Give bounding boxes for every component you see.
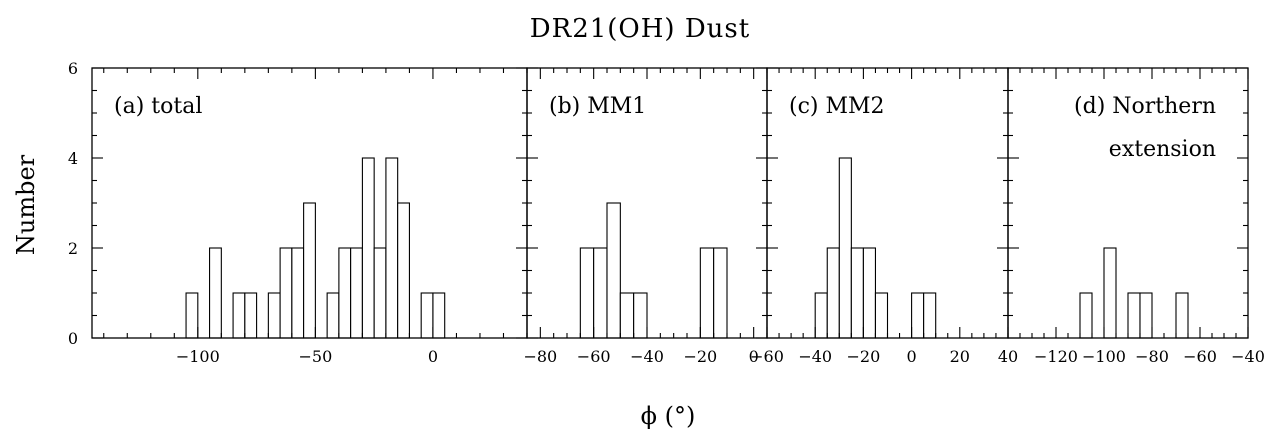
x-axis-label: ϕ (°) — [641, 402, 696, 430]
histogram-bar — [874, 292, 889, 339]
histogram-bar — [1079, 292, 1093, 339]
histogram-bar — [1127, 292, 1141, 339]
panels-group: −100 −50 0 (a) total −80 −60 −40 −20 0 (b) MM1 −60… — [68, 59, 1265, 366]
histogram-bar — [911, 292, 925, 339]
x-tick-label: −40 — [798, 347, 832, 366]
histogram-bar — [209, 247, 222, 339]
histogram-bar — [1139, 292, 1153, 339]
histogram-bar — [699, 247, 715, 339]
histogram-bar — [385, 157, 399, 339]
histogram-bar — [1175, 292, 1189, 339]
y-tick-label: 4 — [68, 149, 78, 168]
x-tick-label: 0 — [428, 347, 438, 366]
histogram-bar — [619, 292, 635, 339]
histogram-bar — [633, 292, 648, 339]
panel-label: (c) MM2 — [789, 94, 885, 119]
panel-label: (b) MM1 — [549, 94, 646, 119]
histogram-bar — [244, 292, 258, 339]
histogram-bar — [593, 247, 608, 339]
x-tick-label: −80 — [1135, 347, 1169, 366]
histogram-bar — [713, 247, 728, 339]
histogram-bar — [361, 157, 375, 339]
panel-d: −120 −100 −80 −60 −40 (d) Northern extension — [1007, 67, 1265, 366]
histogram-bar — [397, 202, 410, 339]
y-tick-label: 6 — [68, 59, 78, 78]
panel-a: −100 −50 0 (a) total — [91, 67, 528, 366]
panel-c: −60 −40 −20 0 20 40 (c) MM2 — [750, 67, 1018, 366]
x-tick-label: −40 — [630, 347, 664, 366]
histogram-bar — [838, 157, 852, 339]
histogram-bar — [267, 292, 281, 339]
panel-label-line: (d) Northern — [1074, 94, 1216, 119]
x-tick-label: 0 — [907, 347, 917, 366]
y-tick-label: 2 — [68, 239, 78, 258]
histogram-bar — [606, 202, 621, 339]
y-tick-label: 0 — [68, 329, 78, 348]
x-tick-label: −60 — [577, 347, 611, 366]
histogram-bar — [185, 292, 199, 339]
x-tick-label: −100 — [176, 347, 220, 366]
histogram-bar — [826, 247, 840, 339]
x-tick-label: −50 — [298, 347, 332, 366]
panel-b: −80 −60 −40 −20 0 (b) MM1 — [523, 67, 768, 366]
histogram-bar — [1103, 247, 1117, 339]
x-tick-label: −20 — [683, 347, 717, 366]
x-tick-label: −120 — [1034, 347, 1078, 366]
x-tick-label: −100 — [1082, 347, 1126, 366]
x-tick-label: 20 — [950, 347, 970, 366]
histogram-bar — [303, 202, 316, 339]
x-tick-label: −80 — [523, 347, 557, 366]
histogram-bar — [373, 247, 387, 339]
histogram-bar — [232, 292, 246, 339]
histogram-bar — [326, 292, 340, 339]
histogram-bar — [338, 247, 352, 339]
panel-label-line: extension — [1109, 137, 1216, 162]
x-tick-label: −60 — [750, 347, 784, 366]
histogram-bar — [432, 292, 446, 339]
x-tick-label: 40 — [998, 347, 1018, 366]
histogram-bar — [862, 247, 877, 339]
x-tick-label: −40 — [1231, 347, 1265, 366]
x-tick-label: −60 — [1183, 347, 1217, 366]
histogram-bar — [814, 292, 828, 339]
y-axis-label: Number — [12, 154, 40, 255]
histogram-bar — [279, 247, 293, 339]
histogram-bar — [579, 247, 595, 339]
histogram-bar — [350, 247, 363, 339]
x-tick-label: 0 — [749, 347, 759, 366]
chart-title: DR21(OH) Dust — [530, 14, 750, 44]
histogram-bar — [291, 247, 305, 339]
panel-label: (a) total — [114, 94, 202, 119]
histogram-bar — [923, 292, 937, 339]
histogram-bar — [420, 292, 434, 339]
histogram-bar — [850, 247, 864, 339]
x-tick-label: −20 — [847, 347, 881, 366]
